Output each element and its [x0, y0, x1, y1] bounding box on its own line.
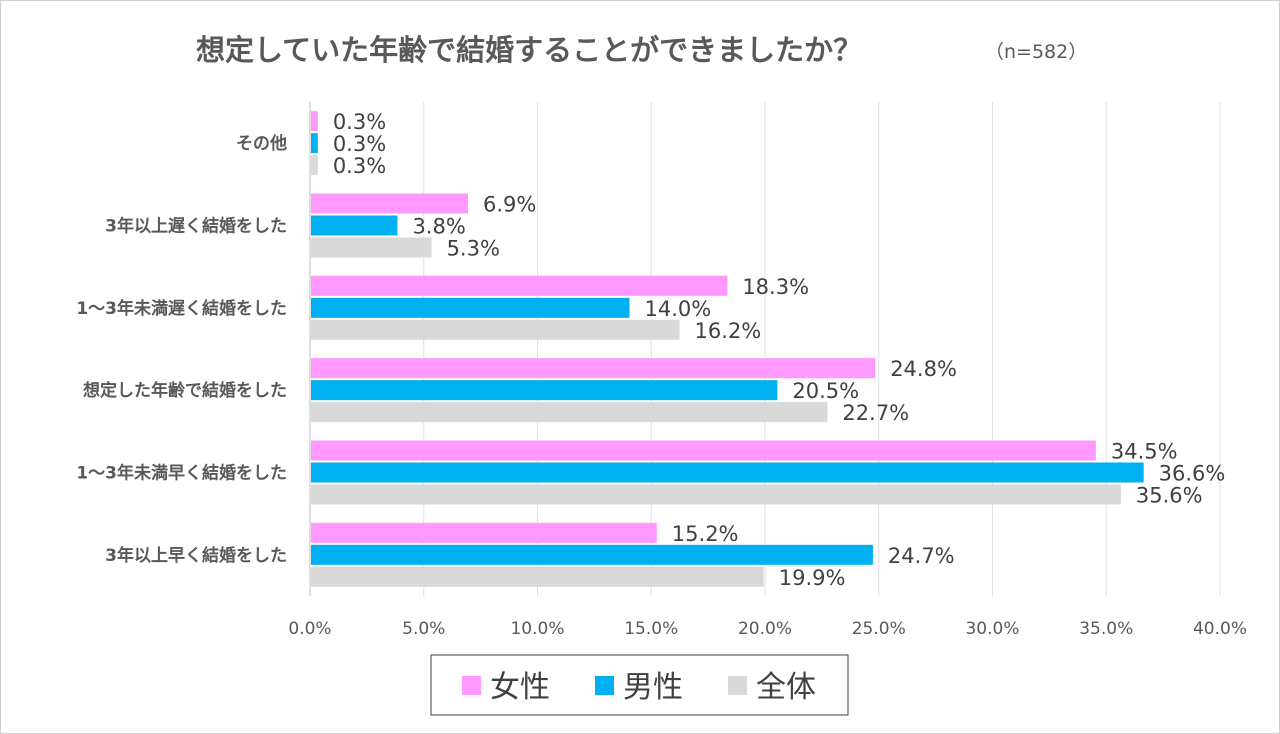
category-label: 3年以上早く結婚をした [105, 545, 287, 566]
category-label: 3年以上遅く結婚をした [105, 216, 287, 237]
data-label: 20.5% [792, 379, 859, 403]
x-tick-label: 0.0% [288, 619, 331, 639]
bar-男性 [311, 133, 318, 154]
data-label: 22.7% [842, 401, 909, 425]
chart-subtitle: （n=582） [985, 41, 1087, 63]
data-label: 16.2% [695, 319, 762, 343]
data-label: 3.8% [412, 215, 465, 239]
bar-全体 [311, 402, 828, 423]
x-tick-label: 40.0% [1193, 619, 1247, 639]
bar-全体 [311, 237, 432, 258]
data-label: 35.6% [1136, 484, 1203, 508]
data-label: 6.9% [483, 193, 536, 217]
category-label: 1～3年未満早く結婚をした [76, 463, 287, 484]
x-tick-label: 25.0% [852, 619, 906, 639]
bar-男性 [311, 215, 398, 236]
bar-男性 [311, 380, 778, 401]
bar-男性 [311, 297, 630, 318]
x-tick-label: 20.0% [738, 619, 792, 639]
legend-label: 女性 [490, 670, 550, 705]
x-tick-label: 15.0% [624, 619, 678, 639]
legend-label: 男性 [623, 670, 683, 705]
data-label: 0.3% [333, 132, 386, 156]
data-label: 0.3% [333, 154, 386, 178]
data-label: 19.9% [779, 566, 846, 590]
legend-swatch [462, 676, 481, 695]
category-label: 想定した年齢で結婚をした [83, 380, 287, 401]
bar-全体 [311, 155, 318, 176]
legend-swatch [595, 676, 614, 695]
legend-label: 全体 [756, 670, 816, 705]
data-label: 36.6% [1159, 462, 1226, 486]
x-tick-label: 10.0% [510, 619, 564, 639]
bar-全体 [311, 484, 1121, 505]
bar-全体 [311, 566, 764, 587]
data-label: 24.7% [888, 544, 955, 568]
data-label: 0.3% [333, 110, 386, 134]
x-tick-label: 35.0% [1079, 619, 1133, 639]
bar-女性 [311, 275, 728, 296]
legend-box [430, 654, 849, 716]
category-label: その他 [236, 133, 287, 154]
bar-女性 [311, 111, 318, 132]
x-tick-label: 30.0% [965, 619, 1019, 639]
bar-男性 [311, 462, 1144, 483]
bar-全体 [311, 319, 680, 340]
category-label: 1～3年未満遅く結婚をした [76, 298, 287, 319]
x-tick-label: 5.0% [402, 619, 445, 639]
chart-title: 想定していた年齢で結婚することができましたか？ [196, 33, 862, 67]
bar-女性 [311, 358, 876, 379]
data-label: 14.0% [645, 297, 712, 321]
data-label: 24.8% [890, 357, 957, 381]
bar-男性 [311, 544, 873, 565]
bar-女性 [311, 440, 1096, 461]
data-label: 5.3% [447, 237, 500, 261]
bar-女性 [311, 193, 468, 214]
legend-swatch [728, 676, 747, 695]
data-label: 34.5% [1111, 440, 1178, 464]
data-label: 15.2% [672, 522, 739, 546]
data-label: 18.3% [742, 275, 809, 299]
bar-女性 [311, 522, 657, 543]
